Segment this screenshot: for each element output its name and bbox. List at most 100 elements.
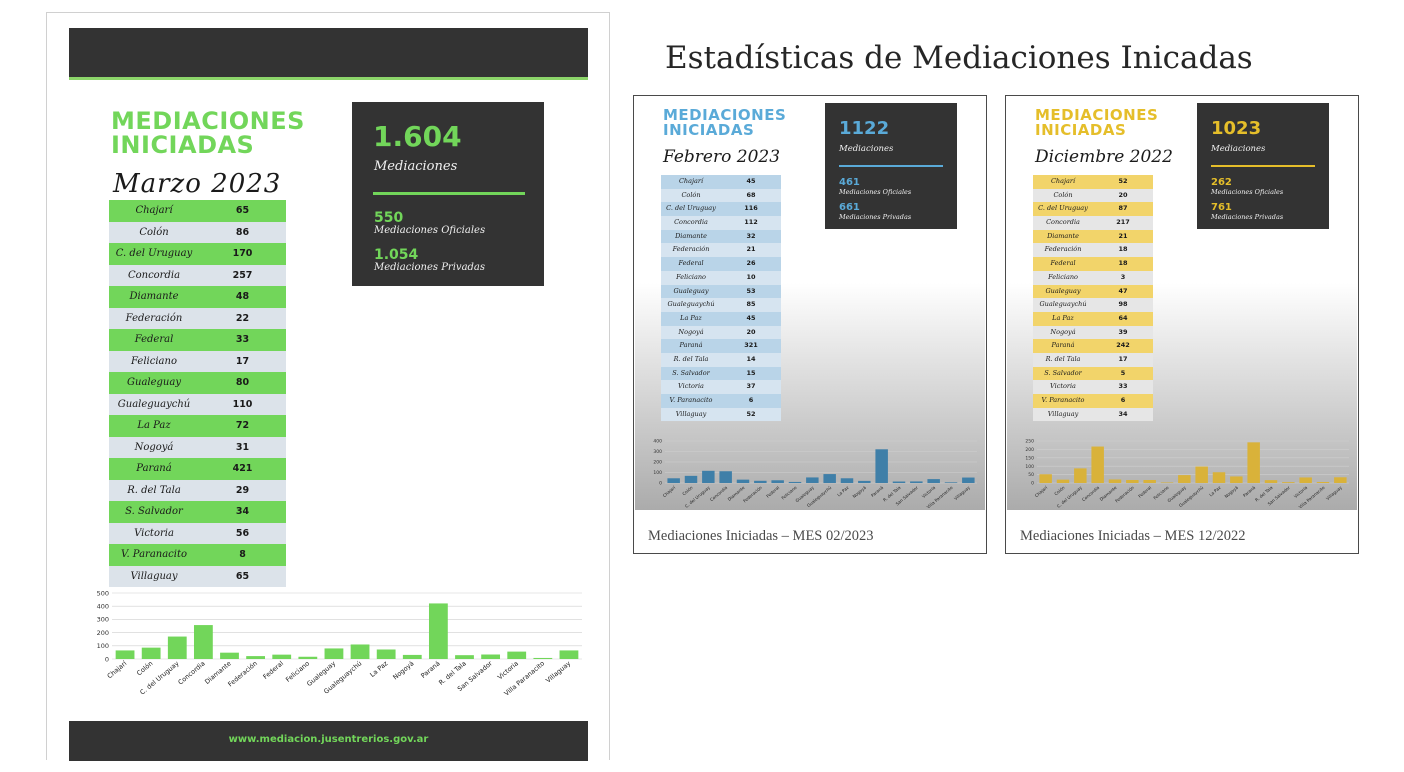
table-row: Gualeguaychú 110 [109, 393, 286, 415]
table-row: V. Paranacito 8 [109, 544, 286, 566]
department-name: Feliciano [1048, 272, 1078, 281]
table-row: Federación 21 [661, 243, 781, 258]
department-name: La Paz [680, 313, 702, 322]
bar [1264, 480, 1278, 483]
stats-box: 1122 Mediaciones 461 Mediaciones Oficial… [825, 103, 957, 229]
table-row: Gualeguay 53 [661, 284, 781, 299]
table-row: Chajarí 45 [661, 175, 781, 189]
poster-marzo-2023[interactable]: MEDIACIONES INICIADAS Marzo 2023 1.604 M… [46, 12, 610, 761]
department-count: 17 [1118, 354, 1128, 363]
table-row: Diamante 48 [109, 286, 286, 308]
bar [771, 480, 784, 483]
y-tick-label: 50 [1028, 472, 1034, 478]
department-count: 87 [1118, 204, 1128, 213]
department-count: 5 [1120, 368, 1126, 377]
department-count: 15 [746, 368, 756, 377]
department-count: 45 [746, 177, 756, 185]
department-count: 48 [235, 291, 250, 302]
department-name: Federación [125, 312, 183, 324]
x-tick-label: Villaguay [953, 485, 971, 501]
table-row: Concordia 257 [109, 264, 286, 286]
y-tick-label: 150 [1025, 455, 1034, 461]
table-row: Victoria 33 [1033, 380, 1153, 394]
table-row: S. Salvador 15 [661, 366, 781, 381]
y-tick-label: 100 [653, 470, 662, 476]
bar [927, 479, 940, 483]
table-row: Gualeguay 80 [109, 372, 286, 394]
table-row: Victoria 37 [661, 380, 781, 394]
department-name: Colón [681, 190, 701, 199]
bar [507, 651, 527, 659]
x-tick-label: Nogoyá [391, 659, 415, 681]
bar [1334, 477, 1347, 483]
bar [806, 477, 819, 483]
bar [667, 478, 680, 483]
department-count: 86 [235, 226, 250, 238]
gallery-item-febrero-2023[interactable]: MEDIACIONES INICIADAS Febrero 2023 1122 … [633, 95, 987, 554]
department-name: R. del Tala [673, 354, 709, 363]
oficiales-label: Mediaciones Oficiales [839, 188, 912, 196]
bar [455, 655, 474, 659]
y-tick-label: 400 [653, 439, 662, 445]
table-row: Colón 86 [109, 221, 286, 243]
privadas-label: Mediaciones Privadas [1211, 213, 1284, 221]
department-count: 22 [235, 312, 250, 324]
department-count: 65 [235, 570, 250, 582]
x-tick-label: La Paz [1208, 484, 1222, 497]
table-row: Federación 22 [109, 307, 286, 329]
department-count: 21 [746, 245, 756, 254]
poster-title-line1: MEDIACIONES [1035, 106, 1159, 124]
bar [840, 478, 854, 483]
table-row: Federal 33 [109, 329, 286, 351]
department-count: 6 [1120, 396, 1126, 404]
department-name: Federal [678, 259, 704, 268]
bar [1299, 477, 1312, 483]
department-count: 37 [746, 382, 756, 391]
table-row: R. del Tala 29 [109, 479, 286, 501]
bar [298, 656, 318, 659]
privadas-label: Mediaciones Privadas [374, 262, 486, 273]
department-name: Victoria [134, 527, 174, 539]
poster-diciembre-2022[interactable]: MEDIACIONES INICIADAS Diciembre 2022 102… [1007, 97, 1357, 510]
bar [428, 603, 448, 659]
table-row: Feliciano 3 [1033, 270, 1153, 285]
department-name: Gualeguaychú [117, 398, 191, 410]
departments-table: Chajarí 65 Colón 86 C. del Uruguay 170 Concord… [109, 200, 286, 587]
table-row: Federación 18 [1033, 243, 1153, 258]
stats-divider [1211, 165, 1315, 167]
bar [1056, 479, 1070, 483]
department-count: 65 [235, 205, 250, 216]
poster-header-accent [69, 77, 588, 80]
department-count: 80 [235, 377, 250, 388]
department-count: 33 [1118, 382, 1128, 391]
x-tick-label: Federación [226, 659, 258, 688]
bar [376, 649, 396, 659]
department-name: Colón [1053, 190, 1073, 199]
gallery-item-diciembre-2022[interactable]: MEDIACIONES INICIADAS Diciembre 2022 102… [1005, 95, 1359, 554]
stats-box: 1023 Mediaciones 262 Mediaciones Oficial… [1197, 103, 1329, 229]
x-tick-label: Concordia [177, 659, 207, 686]
department-name: La Paz [137, 420, 171, 431]
footer-url: www.mediacion.jusentrerios.gov.ar [228, 734, 429, 745]
department-count: 56 [235, 527, 250, 539]
department-name: Gualeguay [673, 286, 709, 295]
poster-febrero-2023[interactable]: MEDIACIONES INICIADAS Febrero 2023 1122 … [635, 97, 985, 510]
table-row: C. del Uruguay 87 [1033, 202, 1153, 217]
department-count: 321 [744, 341, 758, 350]
table-row: Gualeguaychú 98 [1033, 298, 1153, 312]
department-name: Nogoyá [678, 327, 704, 336]
table-row: Paraná 321 [661, 339, 781, 353]
poster-title-line2: INICIADAS [1035, 121, 1127, 140]
table-row: Concordia 112 [661, 216, 781, 230]
total-label: Mediaciones [1211, 144, 1266, 154]
department-name: Villaguay [1047, 409, 1079, 418]
department-name: C. del Uruguay [1038, 204, 1088, 213]
department-name: Federación [1044, 245, 1082, 254]
x-tick-label: Victoria [1293, 485, 1309, 499]
poster-title-line1: MEDIACIONES [663, 106, 787, 124]
bar [736, 479, 750, 483]
total-count: 1122 [839, 118, 890, 139]
bar [402, 654, 422, 659]
department-count: 72 [235, 420, 250, 431]
